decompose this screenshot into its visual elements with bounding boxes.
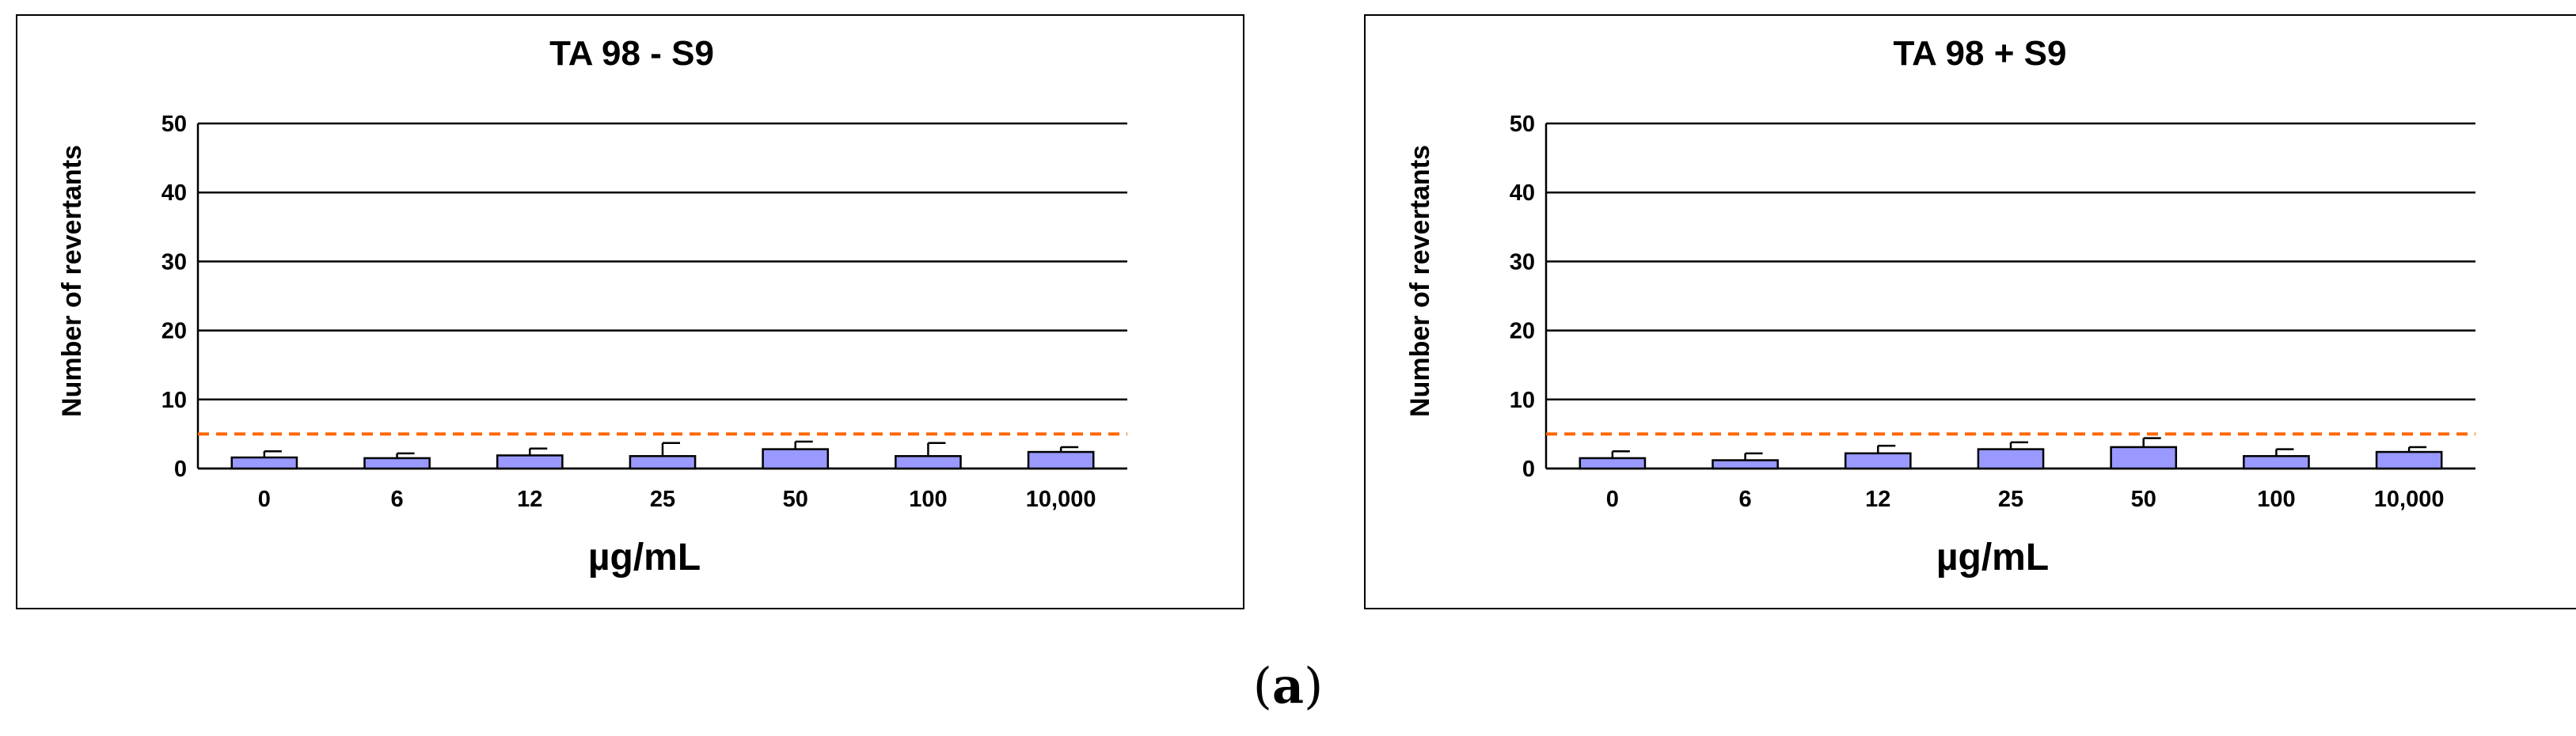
bar [2243, 455, 2310, 470]
y-tick-label: 50 [161, 112, 187, 137]
y-tick-label: 40 [1510, 180, 1535, 206]
bar [895, 455, 962, 470]
x-tick-label: 100 [909, 487, 947, 512]
caption-letter: a [1271, 657, 1305, 715]
plot-area: 0 10 20 30 40 50 0 6 12 25 50 100 10,000 [1510, 112, 2475, 512]
bar [1712, 459, 1779, 470]
bar [2110, 446, 2178, 470]
bar [1844, 452, 1912, 470]
bar [1027, 450, 1095, 470]
bar [762, 448, 830, 470]
x-tick-label: 50 [2131, 487, 2156, 512]
chart-title: TA 98 - S9 [549, 34, 714, 73]
bar [2375, 450, 2443, 470]
y-tick-label: 50 [1510, 112, 1535, 137]
x-tick-label: 6 [1739, 487, 1752, 512]
chart-right: TA 98 + S9 Number of revertants µg/mL 0 1… [1405, 34, 2475, 579]
x-axis-label: µg/mL [588, 537, 701, 579]
x-tick-label: 12 [517, 487, 542, 512]
x-tick-label: 0 [258, 487, 271, 512]
caption-close-paren: ) [1304, 657, 1324, 715]
x-tick-label: 12 [1865, 487, 1890, 512]
chart-title: TA 98 + S9 [1894, 34, 2067, 73]
chart-panel-right: TA 98 + S9 Number of revertants µg/mL 0 1… [1364, 14, 2576, 609]
x-tick-label: 50 [783, 487, 808, 512]
y-tick-label: 10 [1510, 388, 1535, 413]
y-tick-label: 10 [161, 388, 187, 413]
y-tick-label: 40 [161, 180, 187, 206]
figure-caption: (a) [0, 657, 2576, 715]
y-tick-label: 0 [1522, 457, 1535, 482]
x-tick-label: 0 [1606, 487, 1619, 512]
bar [1977, 448, 2045, 470]
caption-open-paren: ( [1252, 657, 1272, 715]
bar [230, 456, 298, 470]
bar [1579, 457, 1647, 470]
y-axis-label: Number of revertants [57, 145, 87, 417]
x-tick-label: 100 [2257, 487, 2295, 512]
x-tick-label: 25 [650, 487, 675, 512]
bar [629, 455, 697, 470]
y-axis-label: Number of revertants [1405, 145, 1435, 417]
y-tick-label: 0 [174, 457, 187, 482]
x-tick-label: 25 [1998, 487, 2023, 512]
chart-panel-left: TA 98 - S9 Number of revertants µg/mL 0 1… [16, 14, 1244, 609]
bar [363, 457, 431, 470]
bar [496, 454, 564, 470]
y-tick-label: 30 [1510, 249, 1535, 275]
plot-area: 0 10 20 30 40 50 0 6 12 25 50 100 10,000 [161, 112, 1127, 512]
x-tick-label: 10,000 [1026, 487, 1096, 512]
x-tick-label: 6 [391, 487, 404, 512]
x-tick-label: 10,000 [2374, 487, 2445, 512]
chart-left: TA 98 - S9 Number of revertants µg/mL 0 1… [57, 34, 1127, 579]
x-axis-label: µg/mL [1936, 537, 2049, 579]
y-tick-label: 20 [1510, 319, 1535, 344]
y-tick-label: 20 [161, 319, 187, 344]
y-tick-label: 30 [161, 249, 187, 275]
